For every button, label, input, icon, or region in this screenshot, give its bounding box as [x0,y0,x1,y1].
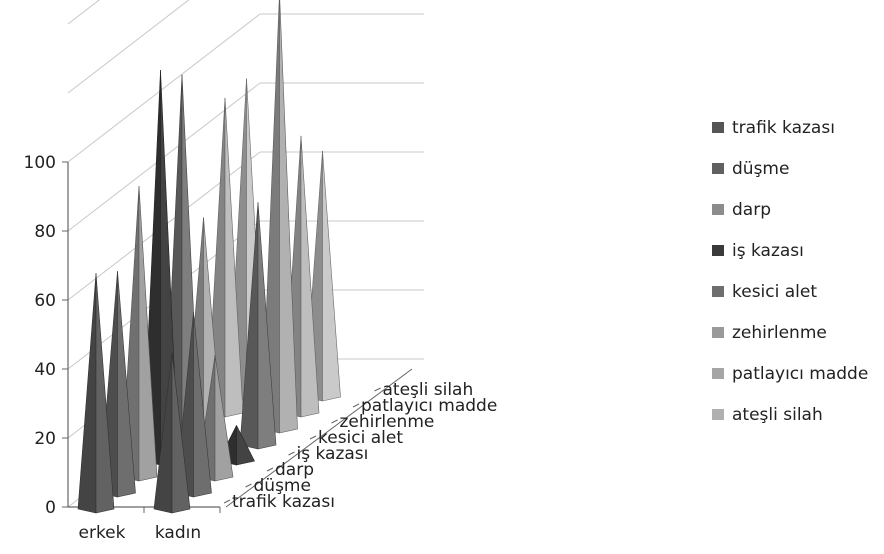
depth-category-label: darp [275,460,314,480]
legend-item-label: zehirlenme [732,323,827,343]
pyramid-face-right [236,425,255,466]
legend-swatch [712,286,724,297]
pyramid-face-right [300,135,320,418]
legend: trafik kazası düşme darp iş kazası kesici al… [712,118,868,425]
legend-item-label: ateşli silah [732,405,823,425]
pyramid-face-right [214,355,234,482]
axis-labels: 0 20 40 60 80 100 erkek kadın trafik kazasıdüşme… [24,153,498,543]
gridline-diagonal [67,0,100,25]
pyramid-face-right [257,202,277,450]
legend-item-label: patlayıcı madde [732,364,868,384]
depth-tick [331,419,338,424]
legend-item-label: iş kazası [732,241,804,261]
legend-swatch [712,327,724,338]
pyramid [239,202,277,450]
pyramid [77,273,115,514]
legend-swatch [712,409,724,420]
pyramid-face-right [224,97,244,418]
depth-category-label: kesici alet [318,428,403,448]
y-tick-label: 100 [24,153,56,173]
y-tick-label: 80 [34,222,56,242]
y-tick-label: 0 [45,498,56,518]
depth-category-label: düşme [254,476,311,496]
gridline-diagonal [67,13,261,163]
legend-item-label: trafik kazası [732,118,835,138]
legend-swatch [712,368,724,379]
depth-category-label: patlayıcı madde [361,396,497,416]
legend-swatch [712,122,724,133]
x-category-label: erkek [79,523,126,543]
legend-swatch [712,204,724,215]
depth-tick [352,403,360,408]
pyramid-face-right [95,273,115,514]
y-tick-label: 20 [34,429,56,449]
pyramid-face-right [138,186,158,482]
pyramid-face-right [117,271,136,498]
pyramid-face-right [193,312,212,498]
depth-category-label: zehirlenme [340,412,435,432]
legend-item-label: kesici alet [732,282,817,302]
pyramid-face-right [322,150,341,402]
depth-category-label: iş kazası [297,444,369,464]
gridline-diagonal [67,0,190,94]
legend-item-label: darp [732,200,771,220]
pyramid-face-left [77,273,97,514]
depth-category-label: ateşli silah [383,380,474,400]
pyramids [77,0,341,514]
legend-swatch [712,245,724,256]
legend-item-label: düşme [732,159,789,179]
depth-tick [223,499,231,504]
depth-tick [309,435,317,440]
y-tick-label: 40 [34,360,56,380]
depth-tick [288,451,295,456]
x-category-label: kadın [155,523,201,543]
depth-tick [266,467,274,472]
pyramid-face-right [171,352,191,514]
depth-axis [225,368,413,508]
pyramid-face-right [279,0,298,434]
pyramid [153,352,191,514]
y-tick-label: 60 [34,291,56,311]
depth-category-label: trafik kazası [232,492,335,512]
legend-swatch [712,163,724,174]
depth-tick [245,483,252,488]
depth-tick [374,387,381,392]
